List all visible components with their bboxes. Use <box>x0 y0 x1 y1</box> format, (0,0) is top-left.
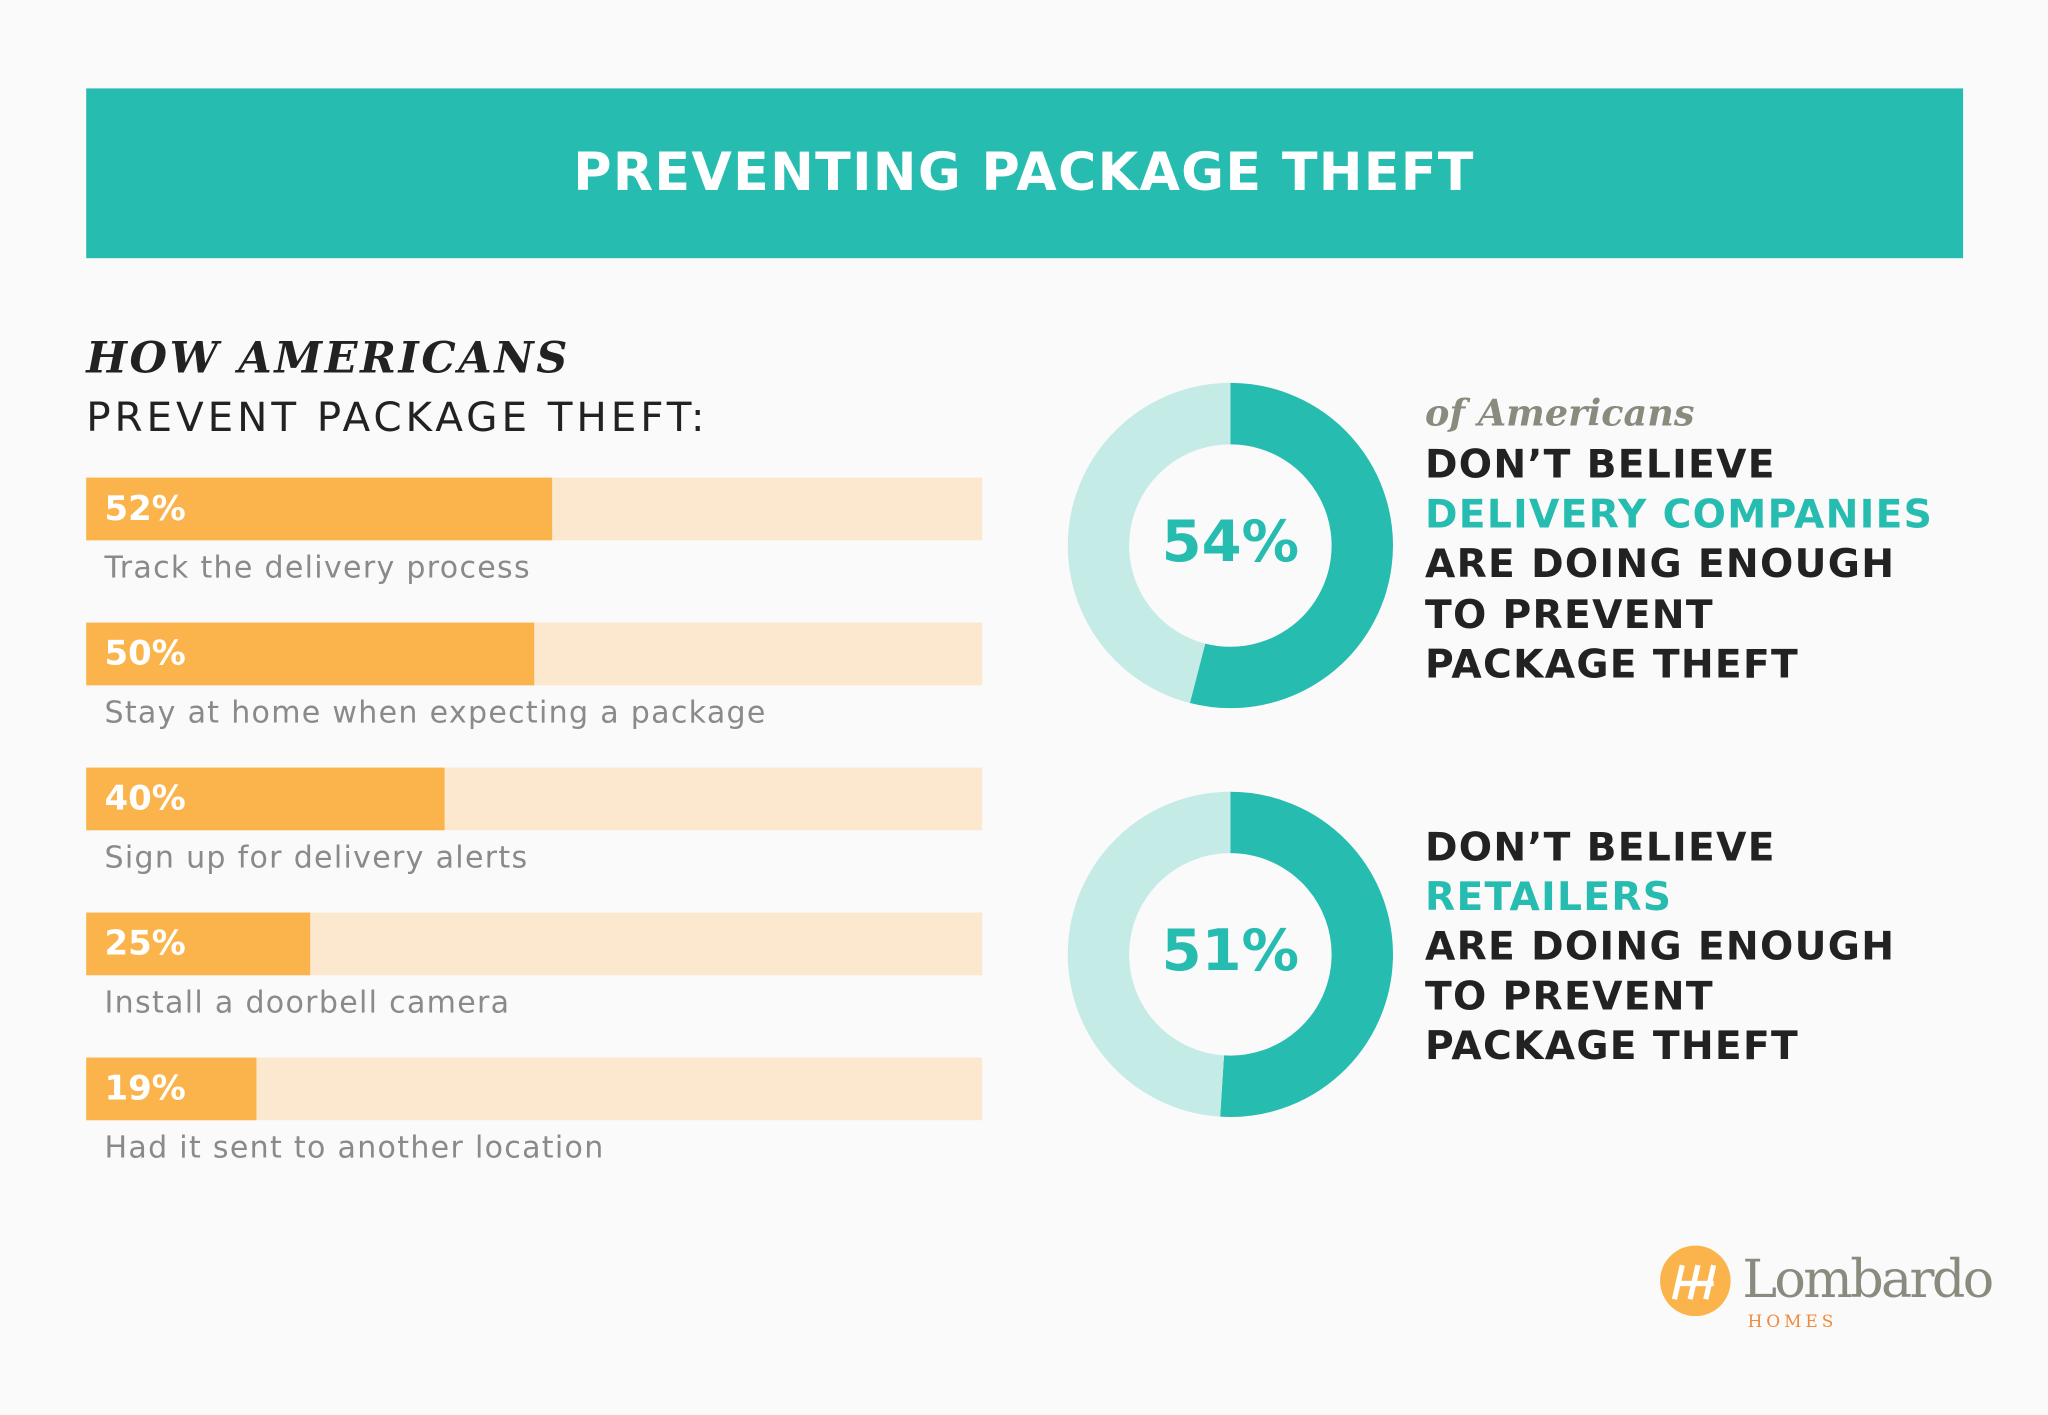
category-label: Had it sent to another location <box>104 1130 604 1165</box>
value-label: 40% <box>104 779 185 819</box>
category-label: Sign up for delivery alerts <box>104 841 528 876</box>
category-label: Install a doorbell camera <box>104 985 510 1020</box>
donut-segment <box>1189 382 1393 709</box>
bar <box>86 912 311 976</box>
value-label: 25% <box>104 924 185 964</box>
value-label: 19% <box>104 1069 185 1109</box>
value-label: 50% <box>104 634 185 674</box>
donut-value-label: 51% <box>1162 917 1300 984</box>
title-band <box>86 88 1964 259</box>
annotation: PACKAGE THEFT <box>1425 643 1799 688</box>
donut-segment <box>1220 791 1393 1117</box>
annotation: DON’T BELIEVE <box>1425 825 1776 870</box>
annotation: TO PREVENT <box>1425 974 1714 1019</box>
category-label: Stay at home when expecting a package <box>104 696 766 731</box>
annotation: TO PREVENT <box>1425 593 1714 638</box>
category-label: Track the delivery process <box>103 551 530 586</box>
value-label: 52% <box>104 489 185 529</box>
bar <box>86 767 445 831</box>
page-title: PREVENTING PACKAGE THEFT <box>573 143 1474 203</box>
bar <box>86 622 535 686</box>
logo-name: Lombardo <box>1742 1250 1991 1310</box>
logo-icon-lines <box>1671 1264 1717 1300</box>
annotation: of Americans <box>1425 392 1694 435</box>
donut-segment <box>1067 382 1232 704</box>
donut-value-label: 54% <box>1162 508 1300 575</box>
bar-chart-title: HOW AMERICANS <box>84 333 570 383</box>
annotation: DELIVERY COMPANIES <box>1425 492 1933 537</box>
annotation: PACKAGE THEFT <box>1425 1024 1799 1069</box>
bar <box>86 477 553 541</box>
donut-segment <box>1067 791 1232 1117</box>
annotation: RETAILERS <box>1425 875 1672 920</box>
bar <box>86 1057 257 1121</box>
annotation: ARE DOING ENOUGH <box>1425 925 1895 970</box>
annotation: ARE DOING ENOUGH <box>1425 542 1895 587</box>
logo: Lombardo HOMES <box>1660 1245 1994 1332</box>
annotation: DON’T BELIEVE <box>1425 443 1776 488</box>
logo-tagline: HOMES <box>1748 1312 1838 1332</box>
bar-chart-subtitle: PREVENT PACKAGE THEFT: <box>86 393 708 441</box>
